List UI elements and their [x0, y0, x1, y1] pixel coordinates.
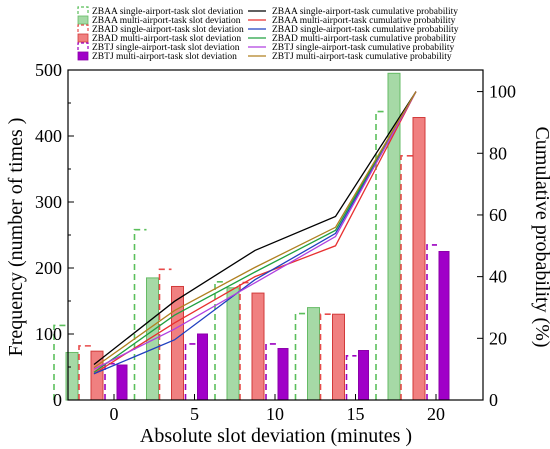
bar-3-1 — [171, 285, 184, 401]
y2-tick-label-3: 60 — [489, 205, 507, 225]
legend-label-line-2: ZBAD single-airport-task cumulative prob… — [272, 25, 459, 35]
legend-label-bar-0: ZBAA single-airport-task slot deviation — [92, 7, 243, 17]
x-axis-title: Absolute slot deviation (minutes ) — [140, 425, 412, 447]
bar-3-3 — [332, 313, 345, 401]
bar-0-1 — [133, 228, 147, 400]
y-axis-title: Frequency (number of times ) — [5, 118, 27, 357]
legend-label-line-4: ZBTJ single-airport-task cumulative prob… — [272, 43, 455, 53]
bar-layer — [53, 72, 450, 401]
legend-label-line-1: ZBAA multi-airport-task cumulative proba… — [272, 16, 456, 26]
legend-label-line-3: ZBAD multi-airport-task cumulative proba… — [272, 34, 456, 44]
bar-2-2 — [239, 281, 252, 400]
y-tick-label-1: 100 — [35, 324, 62, 344]
y-tick-label-4: 400 — [35, 126, 62, 146]
bar-4-3 — [345, 354, 357, 400]
cumulative-line-2 — [93, 91, 417, 375]
legend-swatch-bar-0 — [77, 6, 89, 14]
bar-4-4 — [426, 244, 437, 400]
legend-swatch-bar-2 — [77, 24, 89, 32]
legend-label-line-5: ZBTJ multi-airport-task cumulative proba… — [272, 52, 452, 62]
legend-label-bar-1: ZBAA multi-airport-task slot deviation — [92, 16, 241, 26]
y-tick-label-2: 200 — [35, 258, 62, 278]
legend-swatch-bar-3 — [77, 33, 89, 43]
y-tick-label-3: 300 — [35, 192, 62, 212]
bar-5-2 — [277, 348, 289, 401]
x-tick-label-3: 15 — [347, 404, 365, 424]
bar-5-1 — [197, 333, 208, 401]
bar-5-0 — [116, 364, 128, 401]
bar-4-2 — [265, 343, 276, 400]
bar-3-4 — [412, 117, 426, 401]
cumulative-line-5 — [93, 91, 417, 369]
legend-label-bar-5: ZBTJ multi-airport-task slot deviation — [92, 52, 237, 62]
y2-tick-label-4: 80 — [489, 143, 507, 163]
bar-0-0 — [53, 324, 66, 400]
x-tick-label-4: 20 — [427, 404, 445, 424]
bar-5-4 — [438, 251, 450, 401]
bar-4-1 — [184, 343, 196, 400]
bar-2-4 — [400, 155, 413, 400]
cumulative-line-1 — [93, 91, 417, 375]
legend-swatch-bar-4 — [77, 42, 89, 50]
legend: ZBAA single-airport-task slot deviationZ… — [77, 6, 459, 62]
x-tick-label-0: 0 — [110, 404, 119, 424]
bar-2-3 — [319, 313, 333, 400]
bar-1-2 — [226, 287, 240, 401]
bar-2-0 — [78, 345, 91, 400]
legend-label-bar-3: ZBAD multi-airport-task slot deviation — [92, 34, 241, 44]
legend-label-bar-4: ZBTJ single-airport-task slot deviation — [92, 43, 240, 53]
bar-0-3 — [294, 312, 308, 400]
cumulative-line-0 — [93, 91, 417, 366]
axes: 0 100 200 300 400 500 0 20 40 60 80 100 0 5 10 15 20 — [35, 60, 516, 424]
y-tick-label-5: 500 — [35, 60, 62, 80]
bar-1-3 — [307, 307, 320, 401]
y2-axis-title: Cumulative probability (%) — [531, 126, 550, 347]
legend-label-line-0: ZBAA single-airport-task cumulative prob… — [272, 7, 458, 17]
y2-tick-label-0: 0 — [489, 390, 498, 410]
y-tick-label-0: 0 — [53, 390, 62, 410]
bar-5-3 — [358, 350, 369, 401]
x-tick-label-1: 5 — [190, 404, 199, 424]
legend-swatch-bar-5 — [77, 51, 89, 61]
bar-3-2 — [251, 292, 265, 401]
cumulative-line-3 — [93, 91, 417, 373]
y2-tick-label-1: 20 — [489, 328, 507, 348]
legend-label-bar-2: ZBAD single-airport-task slot deviation — [92, 25, 244, 35]
y2-tick-label-2: 40 — [489, 267, 507, 287]
cumulative-line-4 — [93, 91, 417, 370]
legend-swatch-bar-1 — [77, 15, 89, 25]
line-layer — [93, 91, 417, 375]
x-tick-label-2: 10 — [266, 404, 284, 424]
bar-2-1 — [158, 268, 172, 400]
bar-4-0 — [104, 362, 115, 400]
y2-tick-label-5: 100 — [489, 82, 516, 102]
